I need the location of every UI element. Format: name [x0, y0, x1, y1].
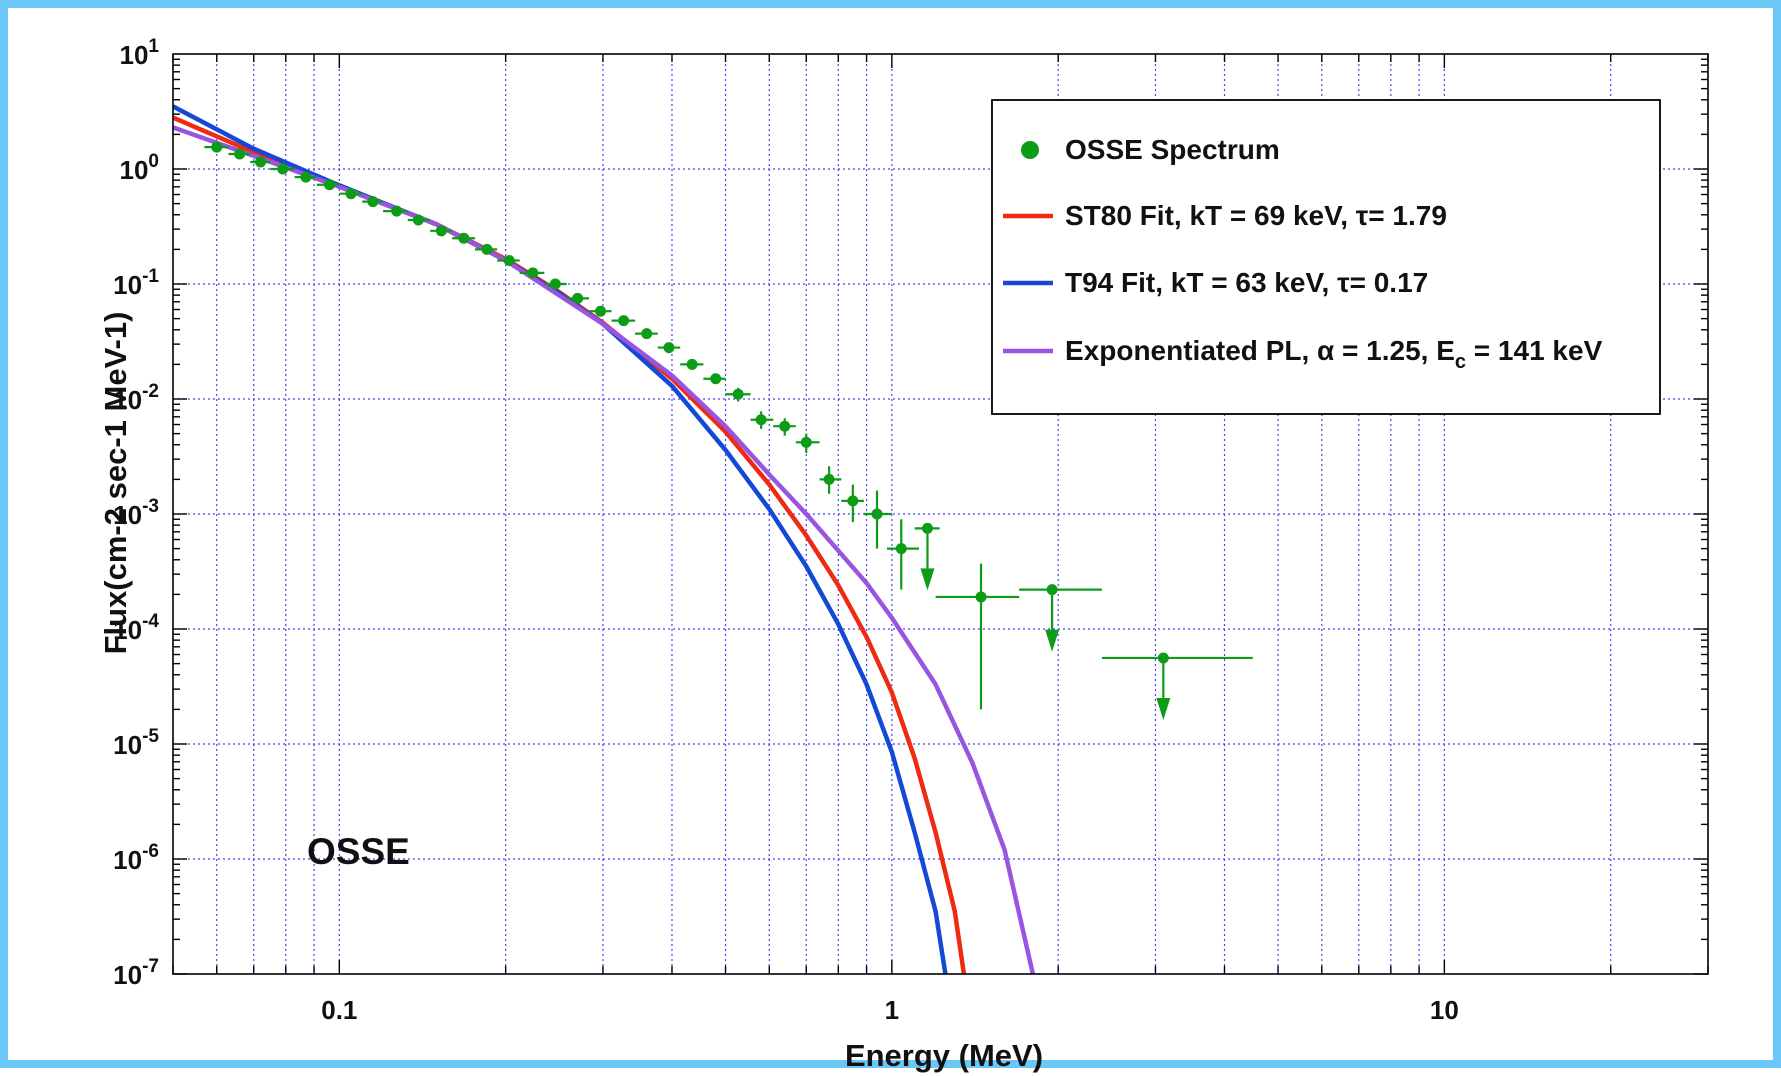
y-tick-label: 101 [120, 36, 160, 70]
y-tick-label-exponent: -5 [142, 726, 159, 747]
osse-annotation: OSSE [307, 831, 410, 872]
osse-data-point [779, 420, 791, 432]
y-tick-label: 10-3 [113, 496, 159, 530]
y-tick-label-base: 10 [120, 155, 149, 185]
osse-data-point [503, 255, 515, 267]
osse-data-point [595, 305, 607, 317]
y-tick-label-base: 10 [113, 730, 142, 760]
osse-data-point [572, 292, 584, 304]
osse-data-point [234, 148, 246, 160]
osse-data-point [710, 373, 722, 385]
legend-label-t94-fit: T94 Fit, kT = 63 keV, τ= 0.17 [1065, 267, 1428, 298]
y-tick-label-base: 10 [120, 40, 149, 70]
y-tick-label: 10-2 [113, 381, 159, 415]
osse-data-point [254, 156, 266, 168]
osse-data-point [549, 278, 561, 290]
y-tick-label-exponent: -1 [142, 266, 159, 287]
osse-data-point [1157, 652, 1169, 664]
grid [173, 54, 1708, 974]
y-tick-label-base: 10 [113, 960, 142, 990]
y-tick-label-base: 10 [113, 385, 142, 415]
legend-label-exponentiated-pl-main: Exponentiated PL, α = 1.25, E [1065, 335, 1455, 366]
y-tick-label-exponent: -3 [142, 496, 159, 517]
x-axis-title: Energy (MeV) [845, 1038, 1043, 1073]
legend-label-st80-fit: ST80 Fit, kT = 69 keV, τ= 1.79 [1065, 200, 1447, 231]
y-tick-label: 10-1 [113, 266, 159, 300]
legend-entry-st80-fit: ST80 Fit, kT = 69 keV, τ= 1.79 [1003, 200, 1447, 231]
osse-data-point [823, 473, 835, 485]
osse-data-point [527, 267, 539, 279]
legend-entry-osse-spectrum: OSSE Spectrum [1021, 134, 1280, 165]
legend-dot-marker [1021, 141, 1039, 159]
y-tick-label-base: 10 [113, 270, 142, 300]
osse-data-point [412, 214, 424, 226]
osse-data-point [211, 141, 223, 153]
legend-label-exponentiated-pl: Exponentiated PL, α = 1.25, Ec = 141 keV [1065, 335, 1603, 373]
y-tick-label: 10-7 [113, 956, 159, 990]
fit-curve-0 [173, 115, 967, 974]
osse-data-point [1046, 584, 1058, 596]
y-tick-label-base: 10 [113, 500, 142, 530]
y-tick-label-exponent: -4 [142, 611, 159, 632]
y-tick-label: 10-5 [113, 726, 159, 760]
osse-data-point [800, 436, 812, 448]
legend-entry-exponentiated-pl: Exponentiated PL, α = 1.25, Ec = 141 keV [1003, 335, 1603, 373]
y-tick-label-exponent: 1 [148, 36, 159, 57]
osse-data-point [975, 591, 987, 603]
legend-entry-t94-fit: T94 Fit, kT = 63 keV, τ= 0.17 [1003, 267, 1428, 298]
y-tick-label-base: 10 [113, 615, 142, 645]
upper-limit-arrow [1045, 629, 1060, 652]
osse-data-point [345, 188, 357, 200]
y-axis-title: Flux(cm-2 sec-1 MeV-1) [98, 312, 133, 655]
upper-limit-arrow [1156, 697, 1171, 720]
osse-data-point [847, 495, 859, 507]
osse-data-point [641, 328, 653, 340]
y-tick-label: 10-4 [113, 611, 159, 645]
y-tick-label: 100 [120, 151, 160, 185]
osse-data-point [458, 232, 470, 244]
osse-data-point [921, 522, 933, 534]
flux-vs-energy-chart: OSSE Spectrum ST80 Fit, kT = 69 keV, τ= … [98, 36, 1709, 1073]
x-tick-labels: 0.1 1 10 [172, 54, 1709, 1025]
osse-data-point [732, 388, 744, 400]
upper-limit-arrow [920, 568, 935, 591]
x-tick-label: 10 [1430, 995, 1459, 1025]
osse-data-point [686, 358, 698, 370]
osse-data-point [755, 414, 767, 426]
x-tick-label: 1 [885, 995, 899, 1025]
osse-data-point [324, 179, 336, 191]
legend-label-exponentiated-pl-subscript: c [1455, 351, 1466, 373]
y-tick-label-exponent: -7 [142, 956, 159, 977]
osse-data-points [204, 141, 1253, 720]
y-tick-label: 10-6 [113, 841, 159, 875]
legend: OSSE Spectrum ST80 Fit, kT = 69 keV, τ= … [991, 99, 1661, 415]
plot-area-border [172, 53, 1709, 975]
osse-data-point [367, 196, 379, 208]
legend-label-osse-spectrum: OSSE Spectrum [1065, 134, 1280, 165]
x-tick-label: 0.1 [321, 995, 357, 1025]
osse-data-point [871, 508, 883, 520]
y-tick-label-exponent: -6 [142, 841, 159, 862]
osse-data-point [618, 315, 630, 327]
y-tick-label-exponent: -2 [142, 381, 159, 402]
osse-data-point [663, 342, 675, 354]
osse-data-point [300, 171, 312, 183]
legend-label-exponentiated-pl-suffix: = 141 keV [1466, 335, 1603, 366]
osse-data-point [391, 205, 403, 217]
osse-data-point [895, 543, 907, 555]
y-tick-label-exponent: 0 [148, 151, 159, 172]
y-tick-label-base: 10 [113, 845, 142, 875]
osse-data-point [481, 243, 493, 255]
osse-data-point [277, 163, 289, 175]
osse-data-point [435, 225, 447, 237]
